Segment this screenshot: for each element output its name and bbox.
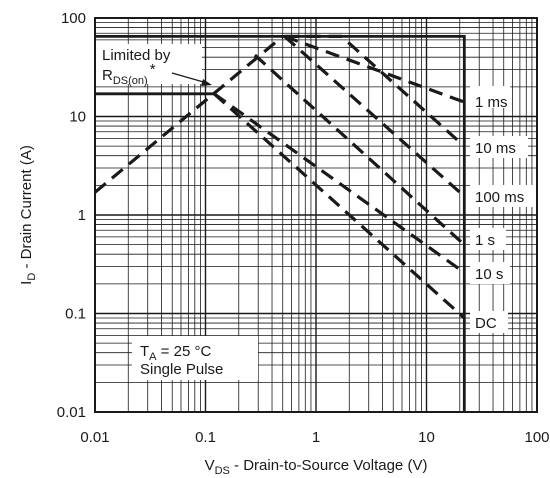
ta-main: T — [140, 343, 149, 360]
series-line-10-s — [213, 92, 466, 274]
series-line-100-ms — [283, 35, 466, 198]
series-line-limited-by-rds-on — [93, 35, 284, 194]
annotation-arrow — [171, 72, 208, 84]
curve-label-100ms: 100 ms — [475, 189, 524, 206]
curve-label-1s: 1 s — [475, 232, 495, 249]
plot-frame — [94, 17, 538, 413]
rdson-r: R — [102, 67, 113, 84]
y-label-rest: - Drain Current (A) — [18, 145, 35, 273]
rdson-sub: DS(on) — [113, 75, 148, 87]
rdson-star: * — [150, 61, 156, 78]
y-label-sub: D — [26, 273, 38, 281]
series-line-1-ms — [284, 34, 465, 104]
curve-label-10ms: 10 ms — [475, 140, 516, 157]
x-label-rest: - Drain-to-Source Voltage (V) — [230, 457, 428, 474]
label-bg-1s — [470, 228, 506, 250]
x-tick-label: 0.01 — [80, 429, 109, 446]
label-bg-10ms — [470, 136, 528, 158]
ta-sub: A — [149, 351, 157, 363]
limited-label-bg — [96, 44, 202, 84]
y-tick-label: 100 — [61, 10, 86, 27]
y-tick-label: 10 — [69, 109, 86, 126]
y-tick-label: 0.01 — [57, 404, 86, 421]
x-label-sub: DS — [215, 465, 230, 477]
curve-label-1ms: 1 ms — [475, 94, 508, 111]
y-tick-label: 1 — [78, 207, 86, 224]
single-pulse-label: Single Pulse — [140, 361, 223, 378]
limited-by-label: Limited by — [102, 47, 171, 64]
label-bg-100ms — [470, 185, 536, 207]
label-bg-10s — [470, 262, 510, 284]
tick-labels: 0.01 0.1 1 10 100 0.01 0.1 1 10 100 — [57, 10, 550, 446]
y-axis-label: ID - Drain Current (A) — [18, 145, 38, 285]
x-tick-label: 100 — [524, 429, 549, 446]
y-label-main: I — [18, 281, 35, 285]
y-tick-label: 0.1 — [65, 306, 86, 323]
label-bg-1ms — [470, 86, 510, 108]
x-label-main: V — [205, 457, 215, 474]
curve-label-10s: 10 s — [475, 266, 503, 283]
series-line-dc — [213, 92, 466, 320]
x-tick-label: 0.1 — [195, 429, 216, 446]
x-axis-label: VDS - Drain-to-Source Voltage (V) — [205, 457, 428, 477]
x-tick-label: 10 — [418, 429, 435, 446]
label-bg-dc — [470, 311, 508, 333]
curve-label-dc: DC — [475, 315, 497, 332]
temperature-label: TA = 25 °C — [140, 343, 211, 363]
rdson-label: RDS(on)* — [102, 61, 156, 87]
series-line-boundary-7 — [95, 35, 466, 412]
conditions-label-bg — [132, 336, 258, 380]
series-line-1-s — [253, 53, 466, 246]
ta-rest: = 25 °C — [157, 343, 212, 360]
annotation-arrowhead — [201, 79, 212, 86]
series-group — [93, 34, 466, 412]
x-tick-label: 1 — [312, 429, 320, 446]
